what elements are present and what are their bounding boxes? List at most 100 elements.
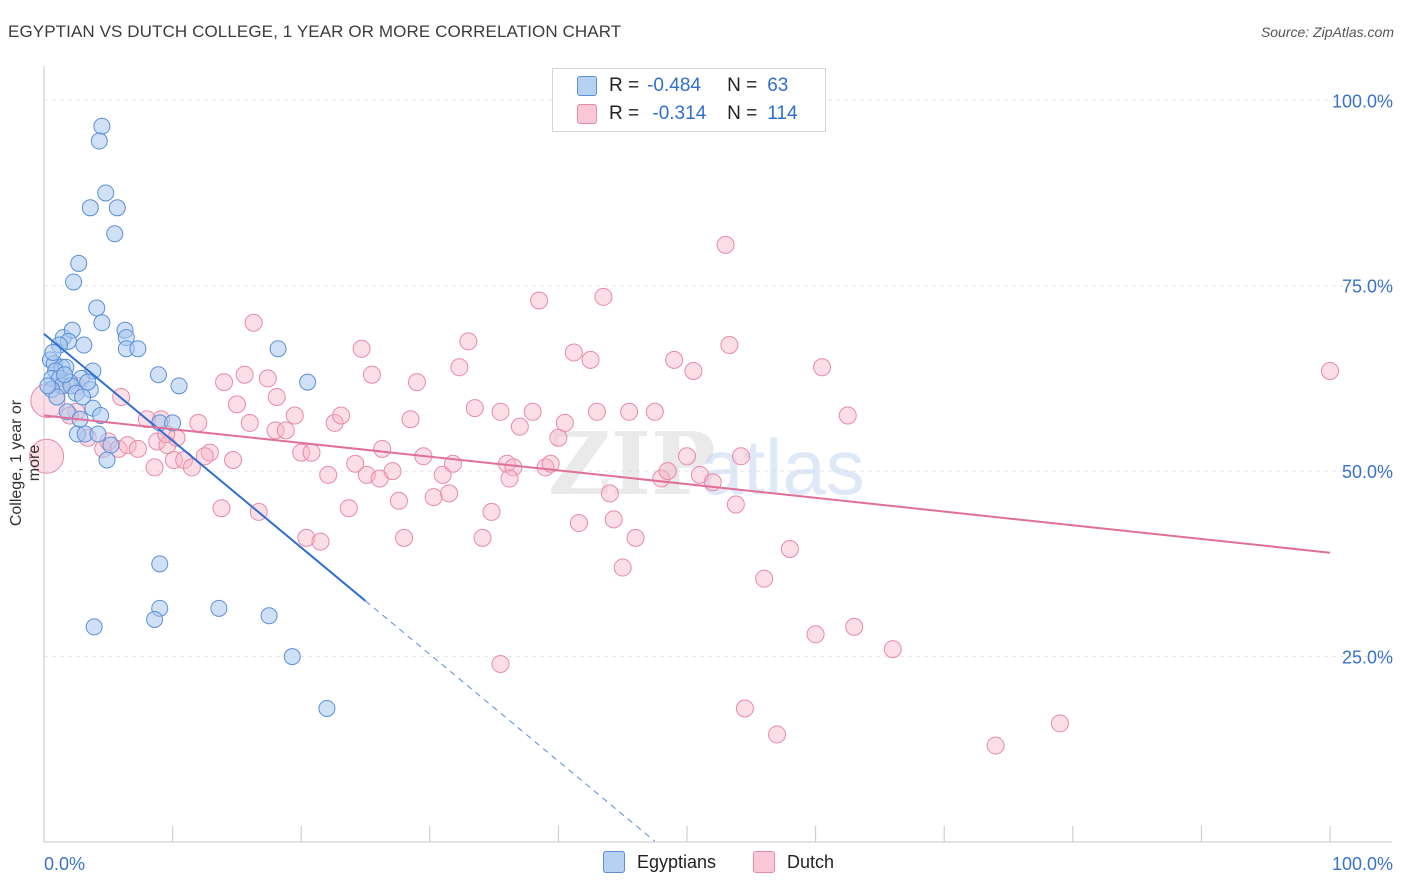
n-value: 114 — [767, 103, 798, 124]
egyptian-point — [283, 648, 301, 666]
dutch-point — [491, 654, 510, 673]
dutch-point — [29, 438, 65, 474]
dutch-point — [473, 528, 492, 547]
egyptian-point — [164, 414, 182, 432]
stats-legend: R = -0.484 N = 63 R = -0.314 N = 114 — [552, 68, 826, 132]
dutch-point — [491, 402, 510, 421]
chart-title: EGYPTIAN VS DUTCH COLLEGE, 1 YEAR OR MOR… — [8, 22, 622, 41]
egyptian-point — [108, 199, 126, 217]
dutch-point — [373, 439, 392, 458]
dutch-point — [215, 373, 234, 392]
egyptians-swatch — [577, 76, 597, 96]
dutch-point — [459, 332, 478, 351]
n-label: N = — [727, 103, 758, 124]
legend-egyptians-label: Egyptians — [637, 851, 717, 872]
legend-dutch: Dutch — [753, 851, 834, 873]
dutch-point — [626, 528, 645, 547]
egyptian-point — [56, 366, 74, 384]
dutch-point — [500, 469, 519, 488]
dutch-point — [678, 447, 696, 466]
dutch-point — [267, 387, 286, 406]
dutch-point — [684, 361, 703, 380]
dutch-point — [658, 462, 677, 481]
dutch-point — [716, 235, 735, 254]
egyptian-point — [93, 314, 111, 332]
egyptian-point — [92, 406, 110, 424]
egyptian-points — [39, 117, 336, 717]
egyptian-point — [88, 299, 106, 317]
dutch-point — [768, 725, 787, 744]
r-label: R = — [609, 75, 640, 96]
dutch-point — [128, 439, 147, 458]
dutch-point — [569, 514, 588, 533]
dutch-point — [227, 395, 246, 414]
egyptian-trend-line — [43, 333, 367, 602]
dutch-point — [258, 369, 277, 388]
dutch-point — [600, 484, 619, 503]
n-value: 63 — [767, 75, 789, 96]
tick-labels: 25.0% 50.0% 75.0% 100.0% 0.0% 100.0% — [44, 91, 1393, 874]
dutch-point — [164, 451, 183, 469]
dutch-point — [276, 421, 295, 440]
dutch-point — [440, 484, 459, 503]
egyptian-point — [79, 373, 97, 391]
dutch-trend-line — [43, 414, 1331, 554]
dutch-point — [780, 540, 799, 559]
dutch-point — [806, 625, 825, 644]
r-value: -0.484 — [647, 75, 701, 96]
dutch-point — [726, 495, 745, 514]
egyptian-point — [170, 377, 188, 395]
dutch-point — [325, 413, 344, 432]
dutch-point — [813, 358, 832, 377]
dutch-point — [383, 462, 402, 481]
watermark-atlas: atlas — [700, 423, 865, 511]
dutch-point — [482, 502, 501, 521]
dutch-point — [665, 350, 684, 369]
dutch-point — [401, 410, 420, 429]
y-tick-label: 50.0% — [1342, 462, 1393, 482]
x-tick-label: 100.0% — [1332, 854, 1393, 874]
egyptian-point — [299, 373, 317, 391]
dutch-points — [29, 235, 1339, 755]
egyptian-point — [146, 610, 164, 628]
y-tick-label: 25.0% — [1342, 648, 1393, 668]
y-axis-label: College, 1 year or more — [8, 399, 43, 527]
dutch-point — [530, 291, 549, 310]
x-tick-label: 0.0% — [44, 854, 85, 874]
dutch-point — [549, 428, 568, 447]
egyptian-point — [93, 117, 111, 135]
dutch-point — [212, 499, 231, 518]
dutch-point — [352, 339, 371, 358]
dutch-point — [195, 447, 214, 466]
dutch-point — [564, 343, 583, 362]
dutch-point — [407, 373, 426, 392]
dutch-point — [555, 413, 574, 432]
dutch-point — [620, 402, 639, 421]
r-label: R = — [609, 103, 640, 124]
egyptian-point — [81, 199, 99, 217]
y-tick-label: 100.0% — [1332, 91, 1393, 111]
dutch-point — [235, 365, 254, 384]
dutch-point — [389, 491, 408, 510]
dutch-point — [148, 432, 167, 451]
egyptian-point — [102, 436, 120, 454]
dutch-point — [720, 336, 739, 355]
egyptian-point — [75, 336, 93, 354]
dutch-point — [189, 413, 208, 432]
dutch-point — [297, 528, 316, 547]
egyptian-point — [44, 343, 62, 361]
dutch-point — [362, 365, 381, 384]
dutch-point — [244, 313, 263, 332]
dutch-point — [594, 287, 613, 306]
dutch-point — [613, 558, 632, 577]
legend-egyptians: Egyptians — [603, 851, 716, 873]
egyptian-point — [48, 388, 66, 406]
dutch-point — [285, 406, 304, 425]
dutch-point — [604, 510, 623, 529]
dutch-point — [302, 443, 321, 462]
dutch-point — [581, 350, 600, 369]
dutch-point — [735, 699, 754, 718]
legend-dutch-label: Dutch — [787, 851, 835, 872]
egyptian-point — [106, 225, 124, 243]
